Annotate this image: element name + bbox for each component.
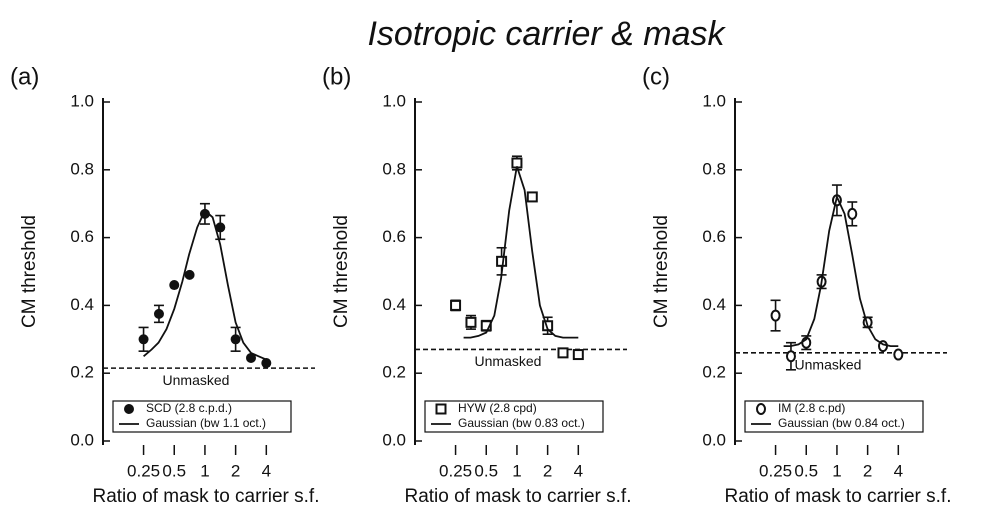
y-tick-label: 0.4: [702, 295, 726, 314]
y-tick-label: 1.0: [702, 91, 726, 110]
legend-marker: [756, 403, 766, 415]
data-point: [169, 280, 180, 291]
data-point: [480, 320, 492, 332]
y-tick-label: 0.8: [382, 159, 406, 178]
legend-label: Gaussian (bw 0.83 oct.): [458, 416, 585, 430]
data-point: [138, 334, 149, 345]
y-axis-label: CM threshold: [331, 215, 352, 328]
y-tick-label: 0.6: [702, 227, 726, 246]
data-point: [153, 308, 164, 319]
x-tick-label: 0.25: [439, 461, 472, 480]
x-tick-label: 1: [512, 461, 521, 480]
x-tick-label: 2: [231, 461, 240, 480]
x-tick-label: 4: [574, 461, 583, 480]
x-tick-label: 0.5: [162, 461, 186, 480]
y-axis-label: CM threshold: [19, 215, 40, 328]
x-axis-label: Ratio of mask to carrier s.f.: [404, 486, 631, 507]
x-tick-label: 0.5: [794, 461, 818, 480]
y-tick-label: 1.0: [382, 91, 406, 110]
y-tick-label: 0.4: [70, 295, 94, 314]
panel-label: (b): [322, 63, 351, 90]
data-point: [770, 309, 781, 322]
fit-line: [783, 194, 899, 347]
y-tick-label: 0.8: [70, 159, 94, 178]
x-axis-label: Ratio of mask to carrier s.f.: [92, 486, 319, 507]
y-tick-label: 0.0: [702, 430, 726, 449]
y-axis-label: CM threshold: [651, 215, 672, 328]
legend-marker: [435, 403, 447, 415]
y-tick-label: 0.2: [382, 363, 406, 382]
legend-label: HYW (2.8 cpd): [458, 401, 537, 415]
legend-box: [112, 400, 292, 433]
fit-line: [463, 166, 579, 339]
data-point: [847, 207, 858, 220]
data-point: [557, 347, 569, 359]
reference-label: Unmasked: [163, 372, 230, 388]
data-point: [893, 348, 904, 361]
y-tick-label: 0.6: [382, 227, 406, 246]
legend-label: Gaussian (bw 1.1 oct.): [146, 416, 266, 430]
legend-box: [744, 400, 924, 433]
legend-marker: [124, 404, 134, 414]
y-tick-label: 0.0: [70, 430, 94, 449]
x-tick-label: 4: [894, 461, 903, 480]
x-tick-label: 0.5: [474, 461, 498, 480]
y-tick-label: 0.2: [70, 363, 94, 382]
legend-label: SCD (2.8 c.p.d.): [146, 401, 232, 415]
data-point: [245, 352, 256, 363]
data-point: [496, 255, 508, 267]
data-point: [572, 349, 584, 361]
data-point: [526, 191, 538, 203]
y-tick-label: 0.0: [382, 430, 406, 449]
y-tick-label: 0.8: [702, 159, 726, 178]
reference-label: Unmasked: [475, 353, 542, 369]
reference-label: Unmasked: [795, 357, 862, 373]
panel-label: (c): [642, 63, 670, 90]
x-tick-label: 0.25: [759, 461, 792, 480]
legend-label: Gaussian (bw 0.84 oct.): [778, 416, 905, 430]
data-point: [184, 269, 195, 280]
x-tick-label: 2: [863, 461, 872, 480]
x-tick-label: 1: [200, 461, 209, 480]
legend-box: [424, 400, 604, 433]
x-tick-label: 2: [543, 461, 552, 480]
data-point: [785, 350, 796, 363]
x-tick-label: 0.25: [127, 461, 160, 480]
data-point: [261, 358, 272, 369]
data-point: [450, 299, 462, 311]
legend-label: IM (2.8 c.pd): [778, 401, 845, 415]
y-tick-label: 0.6: [70, 227, 94, 246]
figure-title: Isotropic carrier & mask: [367, 15, 726, 53]
data-point: [230, 334, 241, 345]
y-tick-label: 0.2: [702, 363, 726, 382]
x-tick-label: 1: [832, 461, 841, 480]
y-tick-label: 0.4: [382, 295, 406, 314]
data-point: [511, 157, 523, 169]
x-tick-label: 4: [262, 461, 271, 480]
data-point: [465, 316, 477, 328]
y-tick-label: 1.0: [70, 91, 94, 110]
fit-line: [143, 209, 267, 361]
data-point: [215, 222, 226, 233]
panel-label: (a): [10, 63, 39, 90]
x-axis-label: Ratio of mask to carrier s.f.: [724, 486, 951, 507]
